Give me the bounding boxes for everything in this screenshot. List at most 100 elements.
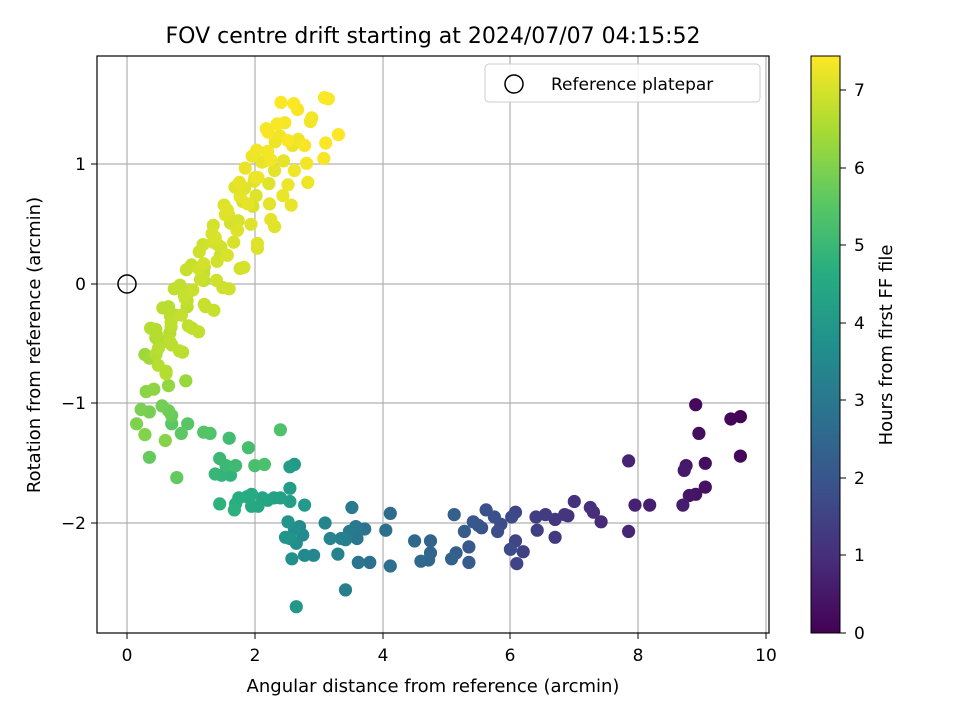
scatter-point	[185, 321, 199, 335]
scatter-point	[193, 272, 208, 286]
scatter-point	[331, 547, 345, 561]
scatter-point	[209, 273, 224, 287]
scatter-point	[567, 494, 581, 509]
scatter-point	[179, 374, 193, 388]
scatter-point	[264, 212, 278, 227]
legend-box	[484, 63, 761, 103]
y-tick-label: −1	[61, 394, 86, 414]
scatter-point	[167, 282, 181, 296]
colorbar-gradient	[810, 55, 841, 634]
scatter-point	[156, 301, 170, 315]
scatter-point	[257, 457, 271, 471]
data-points	[130, 91, 748, 614]
colorbar: 0 1 2 3 4 5 6 7 Hours from first FF file	[810, 55, 897, 644]
scatter-point	[298, 498, 312, 512]
x-tick-label: 8	[633, 646, 644, 666]
scatter-point	[210, 254, 224, 268]
scatter-point	[207, 303, 221, 317]
scatter-point	[510, 557, 524, 571]
colorbar-tick-label: 4	[854, 314, 865, 334]
scatter-point	[622, 524, 636, 539]
scatter-point	[273, 423, 287, 437]
scatter-point	[594, 515, 608, 529]
colorbar-tick-label: 1	[854, 546, 865, 566]
scatter-point	[698, 456, 712, 470]
scatter-point	[300, 156, 314, 170]
scatter-point	[238, 161, 252, 175]
scatter-point	[323, 531, 337, 546]
scatter-point	[298, 138, 312, 152]
scatter-point	[733, 449, 748, 463]
chart-title: FOV centre drift starting at 2024/07/07 …	[166, 24, 701, 49]
scatter-point	[317, 151, 331, 166]
scatter-point	[491, 524, 505, 539]
scatter-point	[505, 510, 519, 524]
scatter-point	[462, 555, 476, 570]
x-tick-label: 10	[755, 646, 777, 666]
scatter-point	[283, 481, 297, 495]
scatter-point	[222, 282, 236, 296]
scatter-point	[305, 111, 319, 125]
scatter-point	[248, 459, 262, 473]
scatter-point	[230, 223, 245, 237]
scatter-point	[197, 297, 211, 311]
scatter-point	[379, 523, 393, 537]
scatter-point	[130, 417, 144, 431]
scatter-point	[147, 382, 161, 396]
scatter-point	[251, 171, 265, 185]
y-ticks	[91, 163, 97, 524]
x-axis-label: Angular distance from reference (arcmin)	[247, 676, 620, 697]
scatter-point	[285, 552, 299, 566]
scatter-point	[231, 214, 245, 228]
colorbar-tick-label: 0	[854, 624, 865, 644]
scatter-point	[158, 433, 172, 448]
colorbar-tick-label: 3	[854, 391, 865, 411]
colorbar-label: Hours from first FF file	[876, 245, 897, 446]
scatter-point	[503, 542, 517, 556]
scatter-point	[289, 600, 303, 614]
scatter-point	[689, 398, 703, 412]
scatter-point	[142, 450, 156, 464]
scatter-point	[151, 358, 165, 372]
scatter-point	[682, 488, 696, 503]
scatter-point	[643, 498, 657, 512]
scatter-point	[208, 230, 222, 244]
scatter-point	[274, 95, 288, 109]
scatter-point	[241, 197, 255, 211]
scatter-point	[331, 128, 346, 142]
scatter-point	[447, 507, 461, 522]
scatter-point	[163, 334, 177, 348]
scatter-point	[270, 117, 284, 131]
scatter-point	[383, 559, 397, 573]
scatter-point	[351, 555, 365, 570]
colorbar-tick-label: 5	[854, 236, 865, 256]
x-tick-label: 0	[122, 646, 133, 666]
scatter-point	[457, 524, 471, 539]
scatter-point	[548, 530, 562, 544]
scatter-point	[186, 283, 200, 297]
scatter-point	[222, 431, 236, 445]
scatter-point	[529, 510, 543, 524]
scatter-point	[414, 554, 428, 568]
scatter-point	[134, 402, 148, 417]
scatter-point	[197, 257, 211, 271]
x-tick-label: 6	[505, 646, 516, 666]
scatter-point	[268, 163, 282, 178]
scatter-point	[408, 534, 422, 548]
x-tick-label: 2	[250, 646, 261, 666]
scatter-point	[583, 500, 597, 515]
scatter-point	[281, 178, 295, 192]
scatter-point	[334, 531, 348, 546]
scatter-point	[208, 467, 222, 481]
scatter-point	[174, 308, 188, 322]
scatter-point	[213, 451, 227, 466]
scatter-point	[241, 441, 255, 455]
scatter-point	[692, 426, 706, 440]
scatter-point	[232, 175, 247, 189]
scatter-point	[277, 154, 291, 168]
scatter-point	[138, 428, 152, 442]
scatter-point	[301, 175, 315, 189]
legend: Reference platepar	[484, 63, 761, 103]
scatter-point	[363, 555, 377, 570]
